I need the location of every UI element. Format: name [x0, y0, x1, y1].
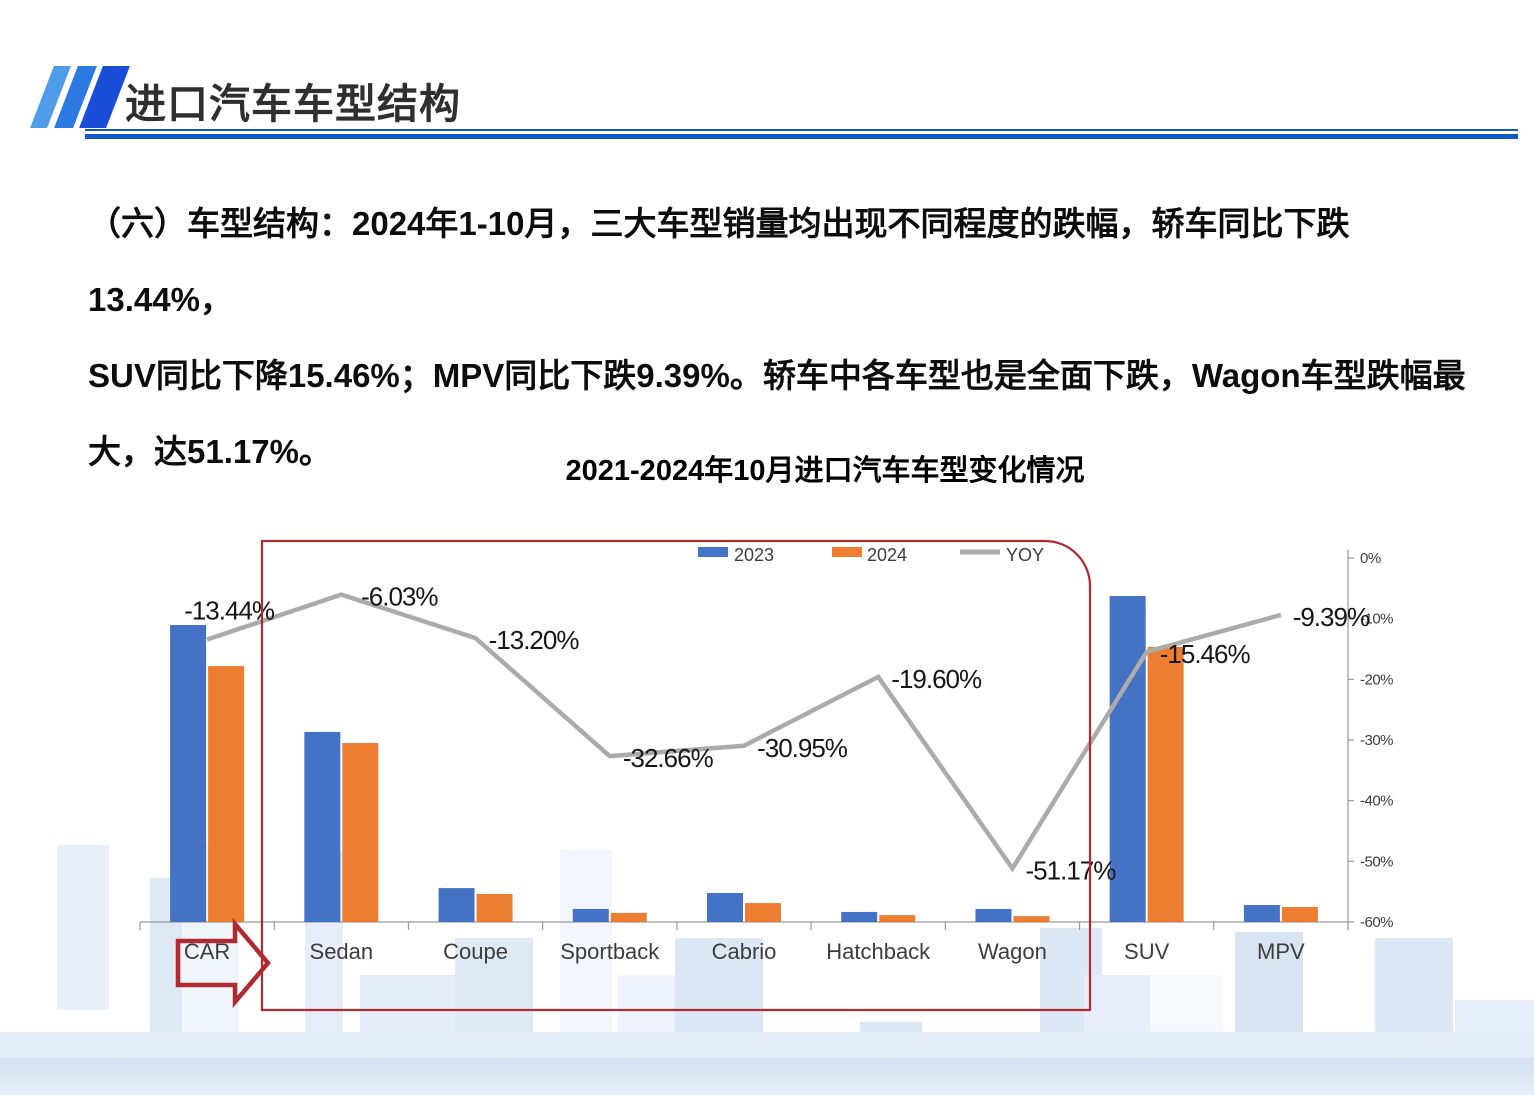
bar-2024-CAR — [208, 666, 245, 922]
bar-2024-Hatchback — [879, 915, 916, 922]
yoy-data-label: -51.17% — [1026, 855, 1117, 885]
yoy-data-label: -15.46% — [1160, 639, 1251, 669]
body-line-1: （六）车型结构：2024年1-10月，三大车型销量均出现不同程度的跌幅，轿车同比… — [88, 205, 1350, 318]
category-label-Sedan: Sedan — [310, 939, 374, 964]
right-axis-tick-label: -50% — [1360, 853, 1393, 870]
bar-2023-Coupe — [438, 888, 475, 922]
yoy-data-label: -19.60% — [891, 664, 982, 694]
body-line-3: 大，达51.17%。 — [88, 433, 332, 470]
yoy-data-label: -9.39% — [1293, 602, 1370, 632]
background-bottom-band — [0, 1058, 1534, 1095]
legend-label-yoy: YOY — [1006, 545, 1044, 565]
bar-2024-Cabrio — [745, 903, 781, 922]
yoy-data-label: -32.66% — [623, 743, 714, 773]
chart-title: 2021-2024年10月进口汽车车型变化情况 — [565, 455, 1085, 487]
category-label-MPV: MPV — [1257, 939, 1305, 964]
bar-2023-MPV — [1243, 905, 1280, 922]
bar-2024-SUV — [1147, 646, 1184, 922]
category-label-Wagon: Wagon — [978, 939, 1047, 964]
background-skyline-bar — [57, 845, 109, 1010]
category-label-Coupe: Coupe — [443, 939, 508, 964]
bar-2024-MPV — [1281, 907, 1318, 922]
right-axis-tick-label: -20% — [1360, 671, 1393, 688]
bar-2023-Cabrio — [707, 892, 743, 922]
right-axis-tick-label: -10% — [1360, 611, 1393, 628]
bar-2024-Sedan — [342, 743, 379, 922]
right-axis-tick-label: 0% — [1360, 550, 1381, 567]
category-label-Sportback: Sportback — [560, 939, 660, 964]
bar-2024-Sportback — [610, 912, 647, 922]
yoy-data-label: -6.03% — [361, 582, 438, 612]
yoy-data-label: -13.44% — [184, 596, 275, 626]
bar-2023-Hatchback — [841, 911, 878, 922]
right-axis-tick-label: -40% — [1360, 793, 1393, 810]
bar-2023-Sportback — [572, 908, 609, 922]
body-paragraph: （六）车型结构：2024年1-10月，三大车型销量均出现不同程度的跌幅，轿车同比… — [88, 186, 1488, 490]
arrow-right-icon — [175, 917, 271, 1009]
header-rule-thin — [85, 129, 1518, 131]
right-axis-tick-label: -60% — [1360, 914, 1393, 931]
bar-2024-Coupe — [476, 893, 513, 922]
body-line-2: SUV同比下降15.46%；MPV同比下跌9.39%。轿车中各车型也是全面下跌，… — [88, 357, 1466, 394]
category-label-Hatchback: Hatchback — [826, 939, 931, 964]
page-title: 进口汽车车型结构 — [125, 81, 461, 127]
category-label-Cabrio: Cabrio — [712, 939, 777, 964]
right-axis-tick-label: -30% — [1360, 732, 1393, 749]
bar-2023-Wagon — [975, 908, 1012, 922]
yoy-data-label: -13.20% — [489, 625, 580, 655]
legend-swatch-2023 — [698, 547, 728, 557]
yoy-line — [206, 592, 1282, 873]
bar-2023-Sedan — [304, 731, 341, 922]
legend-swatch-2024 — [832, 547, 862, 557]
highlight-box — [260, 539, 1092, 1012]
slide-header: 进口汽车车型结构 — [0, 0, 1534, 150]
legend-label-2023: 2023 — [734, 545, 774, 565]
legend-label-2024: 2024 — [867, 545, 907, 565]
category-label-SUV: SUV — [1124, 939, 1170, 964]
bar-2023-CAR — [170, 625, 207, 922]
bar-2023-SUV — [1109, 596, 1146, 922]
yoy-data-label: -30.95% — [757, 733, 848, 763]
header-rule-thick — [85, 134, 1518, 139]
bar-2024-Wagon — [1013, 916, 1050, 922]
